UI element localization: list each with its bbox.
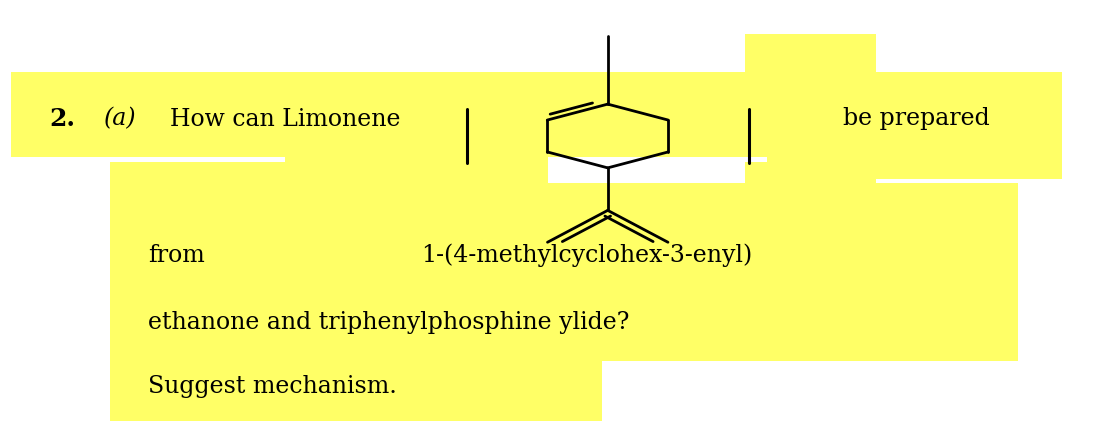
Polygon shape: [11, 34, 1062, 178]
Text: ethanone and triphenylphosphine ylide?: ethanone and triphenylphosphine ylide?: [148, 312, 630, 334]
Polygon shape: [110, 306, 1018, 421]
Text: be prepared: be prepared: [843, 108, 990, 130]
Text: from: from: [148, 244, 205, 266]
Text: Suggest mechanism.: Suggest mechanism.: [148, 375, 396, 398]
Text: 1-(4-methylcyclohex-3-enyl): 1-(4-methylcyclohex-3-enyl): [422, 243, 753, 267]
Text: (a): (a): [104, 108, 137, 130]
Text: 2.: 2.: [49, 107, 76, 131]
Text: How can Limonene: How can Limonene: [170, 108, 401, 130]
Polygon shape: [110, 162, 1018, 306]
